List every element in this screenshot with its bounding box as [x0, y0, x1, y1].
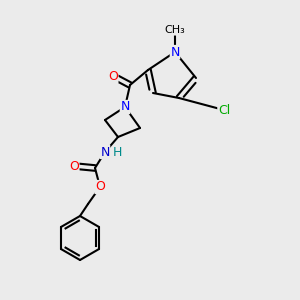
Text: N: N: [120, 100, 130, 113]
Text: N: N: [170, 46, 180, 59]
Text: O: O: [108, 70, 118, 83]
Text: CH₃: CH₃: [165, 25, 185, 35]
Text: O: O: [69, 160, 79, 172]
Text: H: H: [112, 146, 122, 158]
Text: N: N: [100, 146, 110, 158]
Text: Cl: Cl: [218, 103, 230, 116]
Text: O: O: [95, 181, 105, 194]
